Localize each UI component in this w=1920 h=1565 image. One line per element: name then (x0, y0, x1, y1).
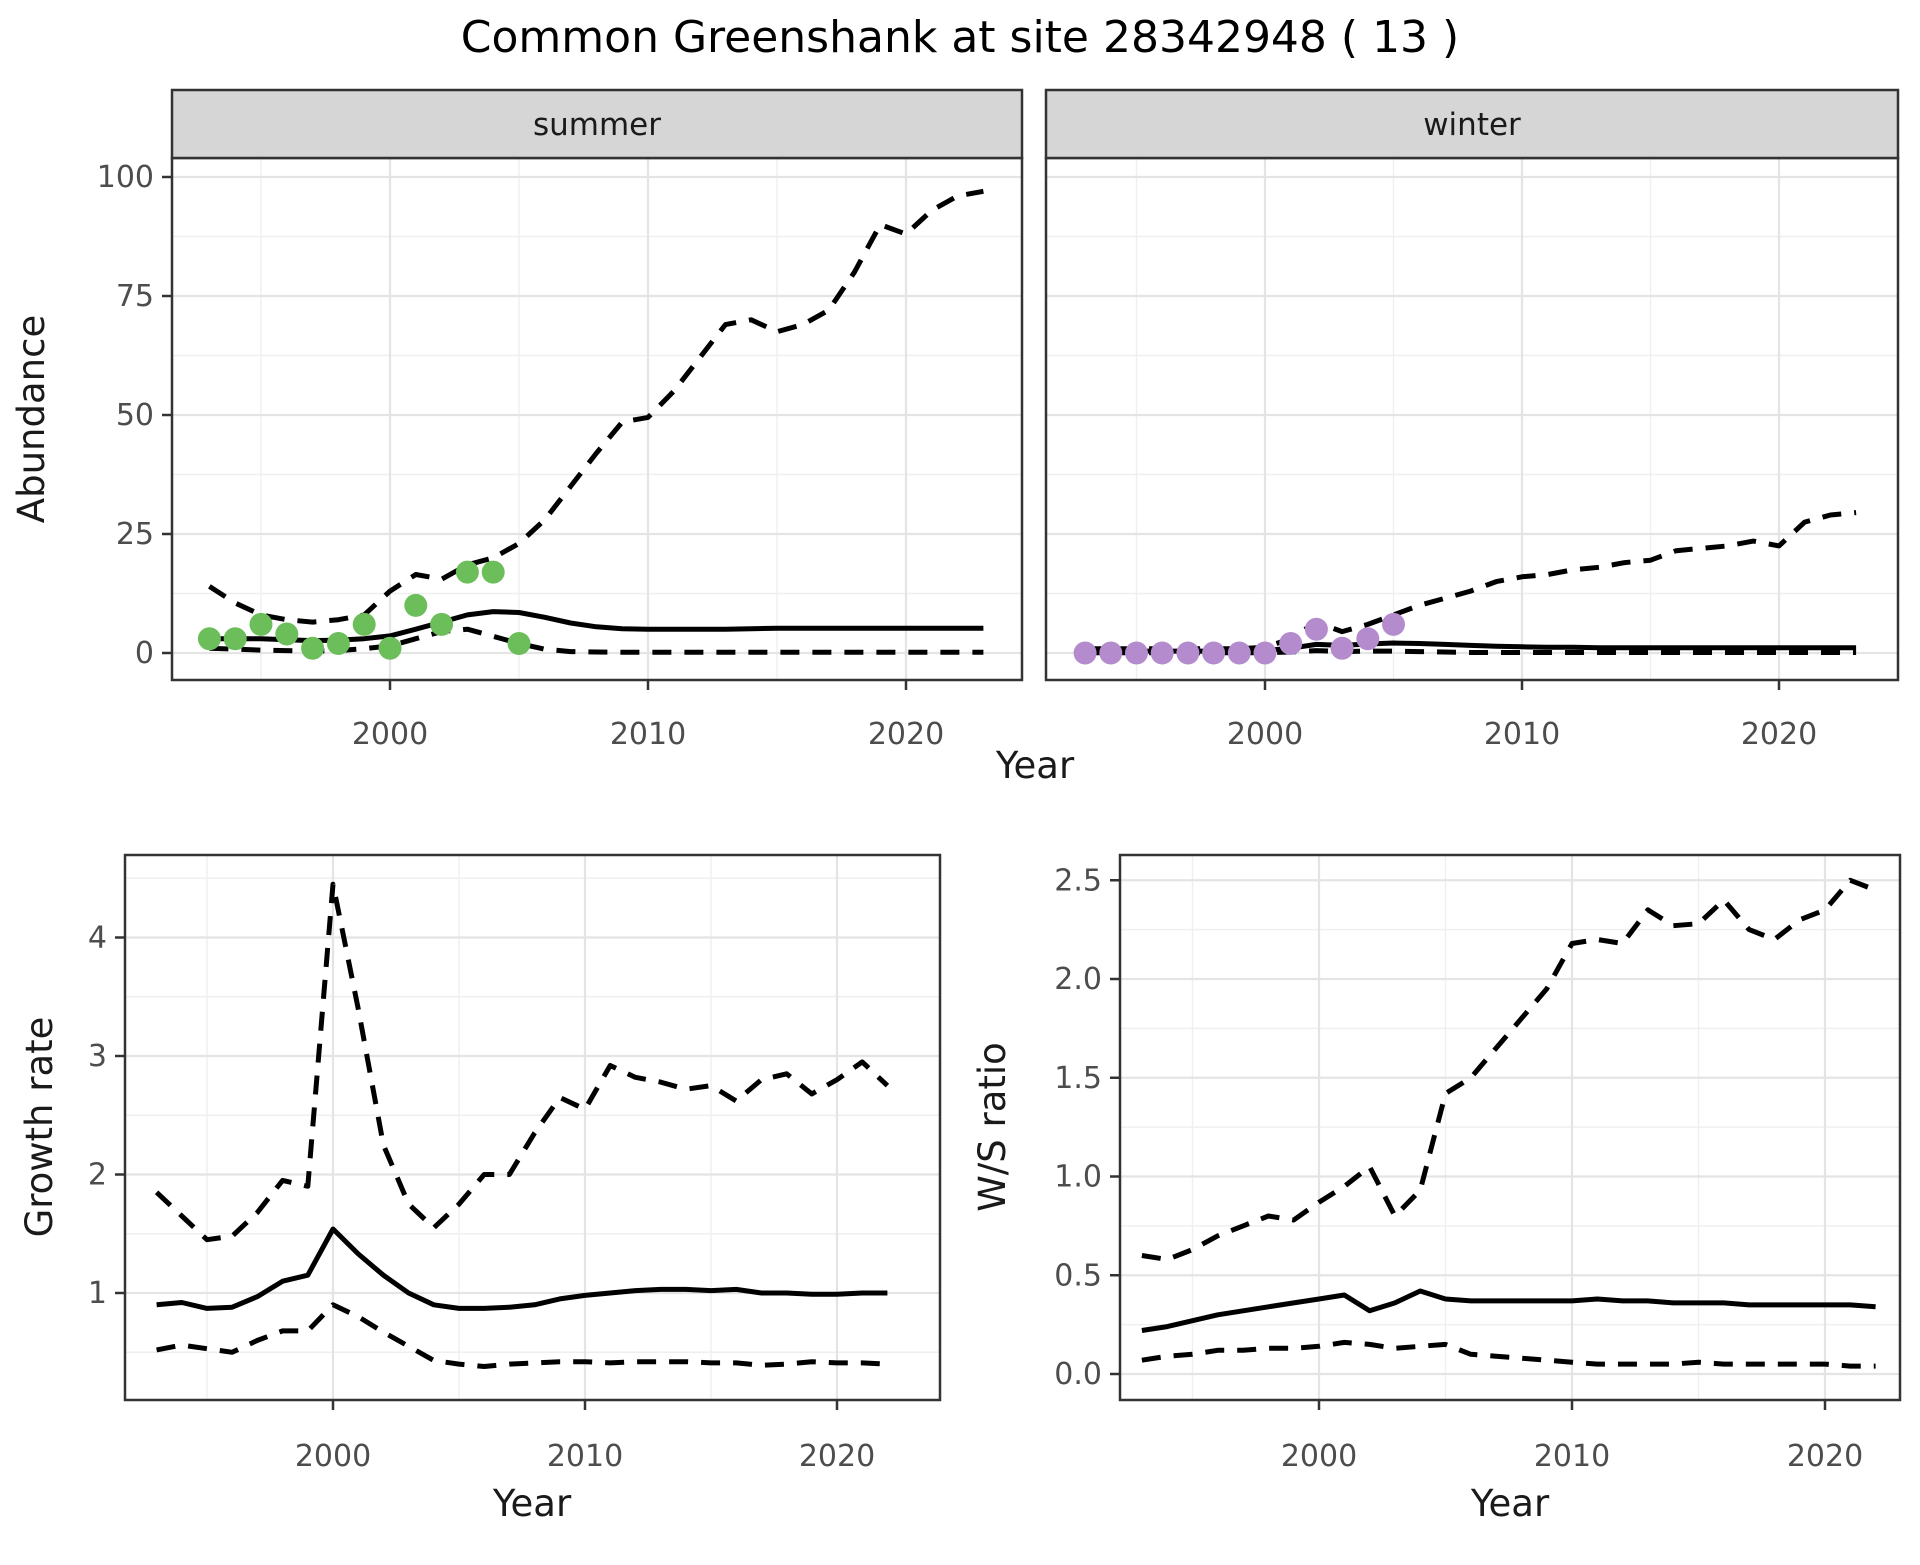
series-layer-growth-rate (154, 881, 890, 1369)
abundance-winter-observation-point (1202, 641, 1226, 665)
abundance-summer-observation-point (301, 636, 325, 660)
y-axis-title-growth-rate: Growth rate (18, 1017, 61, 1238)
abundance-summer-observation-point (223, 627, 247, 651)
ws-ratio-fit-line (1141, 1288, 1876, 1333)
abundance-summer-observation-point (481, 560, 505, 584)
abundance-winter-observation-point (1073, 641, 1097, 665)
y-tick-label: 2.0 (1054, 962, 1102, 997)
abundance-summer-observation-point (352, 612, 376, 636)
observations-layer-abundance-winter (1073, 612, 1405, 665)
abundance-summer-observation-point (378, 636, 402, 660)
y-tick-label: 50 (116, 398, 154, 433)
y-tick-label: 4 (88, 921, 107, 956)
x-tick-label: 2010 (547, 1439, 623, 1474)
x-tick-label: 2000 (1281, 1439, 1357, 1474)
x-axis-title-year-growth: Year (492, 1482, 572, 1525)
x-tick-label: 2000 (1227, 717, 1303, 752)
y-axis-title-abundance: Abundance (10, 315, 53, 523)
growth-rate-fit-line (156, 1226, 888, 1311)
ws-ratio-upper-ci-line (1141, 877, 1877, 1262)
facet-strip-abundance-summer (170, 88, 1024, 160)
y-axis-title-ws-ratio: W/S ratio (971, 1042, 1014, 1212)
abundance-summer-observation-point (507, 632, 531, 655)
y-tick-label: 0 (135, 636, 154, 671)
y-tick-label: 1.0 (1054, 1160, 1102, 1195)
abundance-winter-observation-point (1356, 627, 1380, 651)
abundance-winter-observation-point (1099, 641, 1123, 665)
x-tick-label: 2010 (1484, 717, 1560, 752)
abundance-summer-observation-point (455, 560, 479, 584)
abundance-winter-observation-point (1330, 636, 1354, 660)
y-tick-label: 100 (97, 160, 154, 195)
abundance-summer-observation-point (430, 612, 454, 636)
panel-border-ws-ratio (1118, 853, 1902, 1402)
panel-abundance-winter: 2000 2010 2020 (1044, 88, 1900, 752)
abundance-winter-observation-point (1150, 641, 1174, 665)
facet-strip-label-winter: winter (1423, 107, 1521, 143)
abundance-winter-observation-point (1227, 641, 1251, 665)
growth-rate-lower-ci-line (156, 1302, 888, 1369)
plot-title: Common Greenshank at site 28342948 ( 13 … (461, 12, 1459, 63)
panel-abundance-summer: 2000 2010 2020 0 25 50 75 100 (97, 88, 1024, 752)
abundance-summer-observation-point (326, 632, 350, 655)
ws-ratio-lower-ci-line (1141, 1339, 1876, 1369)
abundance-summer-observation-point (275, 622, 299, 646)
abundance-summer-upper-ci-line (208, 188, 984, 625)
facet-strip-label-summer: summer (533, 107, 661, 143)
y-tick-label: 2.5 (1054, 863, 1102, 898)
x-axis-title-year-top: Year (995, 744, 1075, 787)
panel-border-growth-rate (123, 853, 942, 1402)
y-tick-label: 1.5 (1054, 1061, 1102, 1096)
abundance-winter-observation-point (1125, 641, 1148, 665)
y-tick-label: 1 (88, 1276, 107, 1311)
facet-strip-abundance-winter (1044, 88, 1900, 160)
y-tick-label: 2 (88, 1158, 107, 1193)
y-tick-label: 75 (116, 279, 154, 314)
abundance-winter-observation-point (1279, 632, 1303, 655)
series-layer-ws-ratio (1141, 877, 1877, 1369)
x-tick-label: 2000 (295, 1439, 371, 1474)
abundance-winter-observation-point (1304, 617, 1328, 641)
panel-ws-ratio: 2000 2010 2020 0.0 0.5 1.0 1.5 2.0 2.5 (1054, 853, 1902, 1474)
y-tick-label: 0.0 (1054, 1357, 1102, 1392)
x-tick-label: 2020 (1741, 717, 1817, 752)
x-tick-label: 2010 (1534, 1439, 1610, 1474)
panel-growth-rate: 2000 2010 2020 1 2 3 4 (88, 853, 942, 1474)
abundance-winter-observation-point (1176, 641, 1200, 665)
panel-background-growth-rate (125, 855, 940, 1400)
y-tick-label: 25 (116, 517, 154, 552)
y-tick-label: 3 (88, 1039, 107, 1074)
x-tick-label: 2000 (352, 717, 428, 752)
x-tick-label: 2020 (799, 1439, 875, 1474)
growth-rate-upper-ci-line (154, 881, 890, 1243)
x-tick-label: 2010 (610, 717, 686, 752)
abundance-winter-observation-point (1382, 612, 1405, 636)
abundance-summer-observation-point (404, 593, 428, 617)
abundance-summer-observation-point (197, 627, 221, 651)
x-axis-title-year-ws: Year (1470, 1482, 1550, 1525)
observations-layer-abundance-summer (197, 560, 531, 660)
abundance-winter-observation-point (1253, 641, 1277, 665)
abundance-summer-observation-point (249, 612, 273, 636)
x-tick-label: 2020 (868, 717, 944, 752)
x-tick-label: 2020 (1787, 1439, 1863, 1474)
y-tick-label: 0.5 (1054, 1258, 1102, 1293)
